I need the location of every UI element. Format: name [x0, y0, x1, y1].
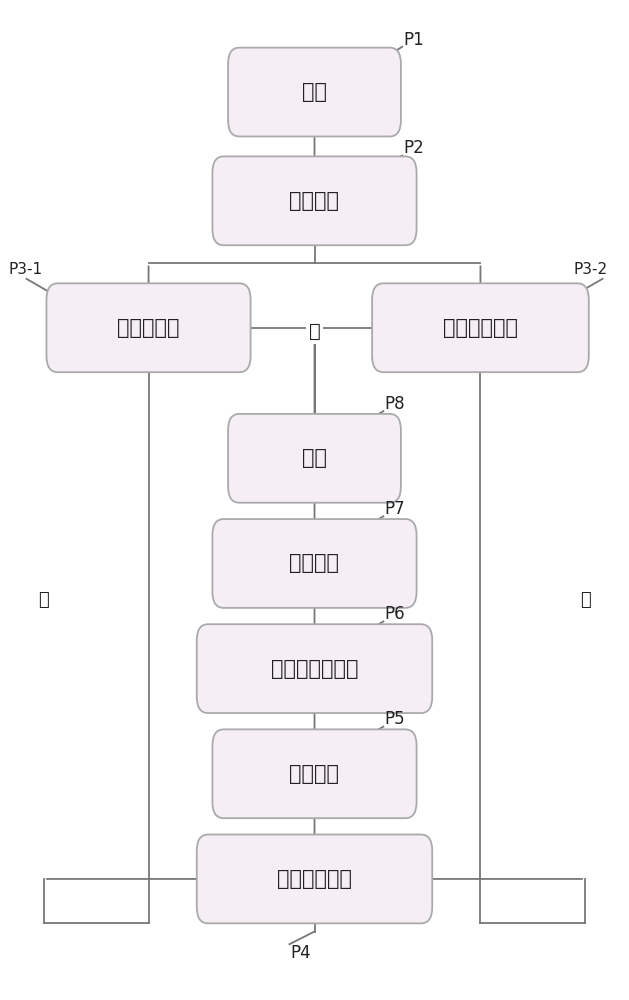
FancyBboxPatch shape: [197, 835, 432, 923]
Text: P2: P2: [403, 139, 424, 157]
FancyBboxPatch shape: [228, 414, 401, 503]
Text: 自身亮度变化: 自身亮度变化: [443, 318, 518, 338]
Text: P5: P5: [385, 710, 405, 728]
Text: 无: 无: [309, 322, 320, 341]
FancyBboxPatch shape: [47, 283, 250, 372]
Text: P8: P8: [385, 395, 405, 413]
FancyBboxPatch shape: [197, 624, 432, 713]
FancyBboxPatch shape: [228, 48, 401, 136]
Text: 有: 有: [580, 591, 591, 609]
FancyBboxPatch shape: [213, 729, 416, 818]
Text: 特征采集: 特征采集: [289, 191, 340, 211]
Text: 结束: 结束: [302, 448, 327, 468]
Text: P7: P7: [385, 500, 405, 518]
Text: P4: P4: [291, 944, 311, 962]
Text: P1: P1: [403, 31, 424, 49]
Text: 环境光判定: 环境光判定: [117, 318, 180, 338]
Text: 效果呈现: 效果呈现: [289, 553, 340, 573]
Text: 曲线校准: 曲线校准: [289, 764, 340, 784]
Text: 有: 有: [38, 591, 49, 609]
Text: P6: P6: [385, 605, 405, 623]
Text: P3-2: P3-2: [573, 262, 607, 277]
FancyBboxPatch shape: [372, 283, 589, 372]
Text: 下载显示查找表: 下载显示查找表: [270, 659, 359, 679]
Text: 读取曲线信息: 读取曲线信息: [277, 869, 352, 889]
FancyBboxPatch shape: [213, 156, 416, 245]
Text: 开始: 开始: [302, 82, 327, 102]
FancyBboxPatch shape: [213, 519, 416, 608]
Text: P3-1: P3-1: [9, 262, 43, 277]
